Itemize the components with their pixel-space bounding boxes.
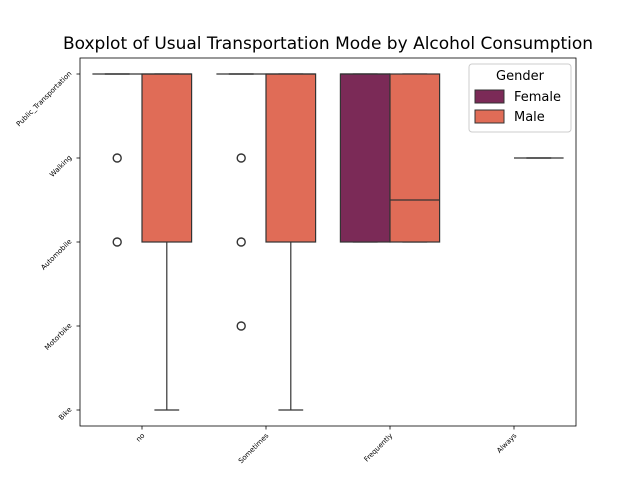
chart-title: Boxplot of Usual Transportation Mode by … — [63, 34, 593, 54]
box-body — [141, 73, 193, 243]
legend-items: Female Male — [474, 89, 561, 125]
box-female-sometimes — [216, 73, 266, 331]
y-tick-label: Public_Transportation — [15, 70, 74, 129]
box-female-frequently — [339, 73, 391, 243]
legend-swatch — [474, 89, 505, 104]
legend-label: Female — [514, 90, 561, 105]
box-male-no — [141, 73, 193, 411]
legend: Gender Female Male — [468, 63, 572, 133]
outlier-point — [112, 153, 122, 163]
outlier-point — [236, 153, 246, 163]
outlier-point — [236, 237, 246, 247]
x-tick-label: Sometimes — [237, 432, 271, 466]
box-body — [339, 73, 391, 243]
x-tick-label: Frequently — [363, 432, 395, 464]
legend-swatch — [474, 109, 505, 124]
box-male-sometimes — [265, 73, 317, 411]
y-tick-label: Walking — [48, 154, 73, 179]
y-tick-label: Motorbike — [43, 322, 73, 352]
outlier-point — [236, 321, 246, 331]
box-body — [265, 73, 317, 243]
outlier-point — [112, 237, 122, 247]
box-male-frequently — [389, 73, 441, 243]
box-female-no — [92, 73, 142, 247]
y-tick-label: Bike — [57, 406, 73, 422]
box-body — [389, 73, 441, 243]
x-tick-label: no — [135, 432, 147, 444]
x-tick-label: Always — [495, 432, 518, 455]
y-tick-label: Automobile — [39, 238, 73, 272]
plot-marks — [92, 73, 564, 411]
legend-title: Gender — [496, 69, 545, 84]
legend-label: Male — [514, 110, 545, 125]
